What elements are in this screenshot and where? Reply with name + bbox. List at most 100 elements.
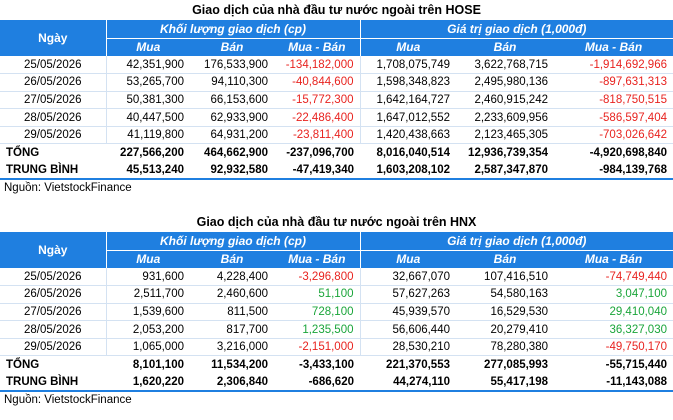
val-buy-cell: 1,647,012,552	[359, 108, 456, 127]
vol-buy-cell: 2,053,200	[106, 320, 190, 339]
val-sell-header: Bán	[456, 250, 554, 268]
total-val-sell-cell: 277,085,993	[456, 355, 554, 374]
val-buy-cell: 56,606,440	[359, 320, 456, 339]
table-row: 25/05/2026 931,600 4,228,400 -3,296,800 32,6…	[0, 268, 673, 287]
vol-net-cell: 728,100	[274, 303, 360, 322]
day-header: Ngày	[0, 20, 107, 56]
vol-sell-cell: 62,933,900	[190, 108, 274, 127]
vol-net-cell: 51,100	[274, 285, 360, 304]
average-vol-buy-cell: 1,620,220	[106, 373, 190, 393]
average-label: TRUNG BÌNH	[0, 161, 106, 181]
val-sell-cell: 3,622,768,715	[456, 56, 554, 75]
total-vol-buy-cell: 8,101,100	[106, 355, 190, 374]
average-val-sell-cell: 2,587,347,870	[456, 161, 554, 181]
vol-sell-header: Bán	[190, 38, 274, 56]
hnx-table-body: 25/05/2026 931,600 4,228,400 -3,296,800 32,6…	[0, 268, 673, 393]
average-val-buy-cell: 44,274,110	[360, 373, 456, 393]
date-cell: 29/05/2026	[0, 126, 107, 145]
vol-buy-cell: 2,511,700	[106, 285, 190, 304]
day-header: Ngày	[0, 232, 107, 268]
table-row: 29/05/2026 41,119,800 64,931,200 -23,811,40…	[0, 126, 673, 145]
vol-sell-cell: 811,500	[190, 303, 274, 322]
vol-buy-cell: 42,351,900	[106, 56, 190, 75]
vol-sell-cell: 2,460,600	[190, 285, 274, 304]
vol-buy-cell: 41,119,800	[106, 126, 190, 145]
average-val-buy-cell: 1,603,208,102	[360, 161, 456, 181]
vol-sell-cell: 176,533,900	[190, 56, 274, 75]
val-buy-cell: 1,708,075,749	[359, 56, 456, 75]
date-cell: 25/05/2026	[0, 268, 107, 287]
total-vol-sell-cell: 11,534,200	[190, 355, 274, 374]
total-val-buy-cell: 8,016,040,514	[360, 143, 456, 162]
date-cell: 25/05/2026	[0, 56, 107, 75]
vol-buy-cell: 1,065,000	[106, 338, 190, 357]
table-row: 26/05/2026 2,511,700 2,460,600 51,100 57,627…	[0, 285, 673, 304]
vol-net-header: Mua - Bán	[274, 250, 360, 268]
val-sell-header: Bán	[456, 38, 554, 56]
vol-buy-cell: 53,265,700	[106, 73, 190, 92]
val-net-cell: 3,047,100	[554, 285, 673, 304]
vol-sell-cell: 64,931,200	[190, 126, 274, 145]
hnx-source-note: Nguồn: VietstockFinance	[4, 394, 132, 407]
vol-sell-cell: 4,228,400	[190, 268, 274, 287]
val-net-header: Mua - Bán	[554, 38, 673, 56]
average-vol-sell-cell: 2,306,840	[190, 373, 274, 393]
val-buy-header: Mua	[359, 38, 456, 56]
vol-buy-header: Mua	[106, 38, 190, 56]
vol-net-header: Mua - Bán	[274, 38, 360, 56]
table-row: 27/05/2026 50,381,300 66,153,600 -15,772,30…	[0, 91, 673, 110]
val-buy-cell: 28,530,210	[359, 338, 456, 357]
table-row: 27/05/2026 1,539,600 811,500 728,100 45,939,…	[0, 303, 673, 322]
vol-buy-cell: 931,600	[106, 268, 190, 287]
average-label: TRUNG BÌNH	[0, 373, 106, 393]
vol-net-cell: 1,235,500	[274, 320, 360, 339]
vol-net-cell: -40,844,600	[274, 73, 360, 92]
average-val-sell-cell: 55,417,198	[456, 373, 554, 393]
val-sell-cell: 2,123,465,305	[456, 126, 554, 145]
table-row: 28/05/2026 40,447,500 62,933,900 -22,486,40…	[0, 108, 673, 127]
val-buy-cell: 57,627,263	[359, 285, 456, 304]
average-row: TRUNG BÌNH 1,620,220 2,306,840 -686,620 44,2…	[0, 373, 673, 393]
val-net-cell: 36,327,030	[554, 320, 673, 339]
hnx-title: Giao dịch của nhà đầu tư nước ngoài trên…	[196, 215, 477, 229]
val-sell-cell: 2,460,915,242	[456, 91, 554, 110]
hnx-section: Giao dịch của nhà đầu tư nước ngoài trên…	[0, 212, 673, 408]
vol-buy-cell: 1,539,600	[106, 303, 190, 322]
val-net-cell: -1,914,692,966	[554, 56, 673, 75]
hose-table-body: 25/05/2026 42,351,900 176,533,900 -134,182,…	[0, 56, 673, 181]
table-row: 25/05/2026 42,351,900 176,533,900 -134,182,…	[0, 56, 673, 75]
table-row: 26/05/2026 53,265,700 94,110,300 -40,844,60…	[0, 73, 673, 92]
vol-net-cell: -2,151,000	[274, 338, 360, 357]
val-net-cell: -818,750,515	[554, 91, 673, 110]
vol-sell-cell: 3,216,000	[190, 338, 274, 357]
vol-net-cell: -134,182,000	[274, 56, 360, 75]
total-val-buy-cell: 221,370,553	[360, 355, 456, 374]
total-val-net-cell: -55,715,440	[554, 355, 673, 374]
total-label: TỔNG	[0, 143, 106, 162]
hnx-table: Ngày Khối lượng giao dịch (cp) Giá trị g…	[0, 232, 673, 393]
average-vol-sell-cell: 92,932,580	[190, 161, 274, 181]
val-net-cell: -74,749,440	[554, 268, 673, 287]
val-sell-cell: 2,233,609,956	[456, 108, 554, 127]
val-buy-cell: 45,939,570	[359, 303, 456, 322]
vol-buy-cell: 50,381,300	[106, 91, 190, 110]
val-net-cell: -49,750,170	[554, 338, 673, 357]
date-cell: 28/05/2026	[0, 320, 107, 339]
table-row: 28/05/2026 2,053,200 817,700 1,235,500 56,60…	[0, 320, 673, 339]
average-val-net-cell: -984,139,768	[554, 161, 673, 181]
average-vol-net-cell: -47,419,340	[274, 161, 360, 181]
total-row: TỔNG 8,101,100 11,534,200 -3,433,100 221,370…	[0, 355, 673, 374]
val-net-cell: -897,631,313	[554, 73, 673, 92]
total-row: TỔNG 227,566,200 464,662,900 -237,096,700 8,…	[0, 143, 673, 162]
vol-buy-header: Mua	[106, 250, 190, 268]
date-cell: 27/05/2026	[0, 91, 107, 110]
val-sell-cell: 2,495,980,136	[456, 73, 554, 92]
val-buy-header: Mua	[359, 250, 456, 268]
date-cell: 26/05/2026	[0, 285, 107, 304]
total-label: TỔNG	[0, 355, 106, 374]
val-sell-cell: 20,279,410	[456, 320, 554, 339]
date-cell: 26/05/2026	[0, 73, 107, 92]
val-sell-cell: 107,416,510	[456, 268, 554, 287]
value-group-header: Giá trị giao dịch (1,000đ)	[359, 232, 673, 251]
value-group-header: Giá trị giao dịch (1,000đ)	[359, 20, 673, 39]
